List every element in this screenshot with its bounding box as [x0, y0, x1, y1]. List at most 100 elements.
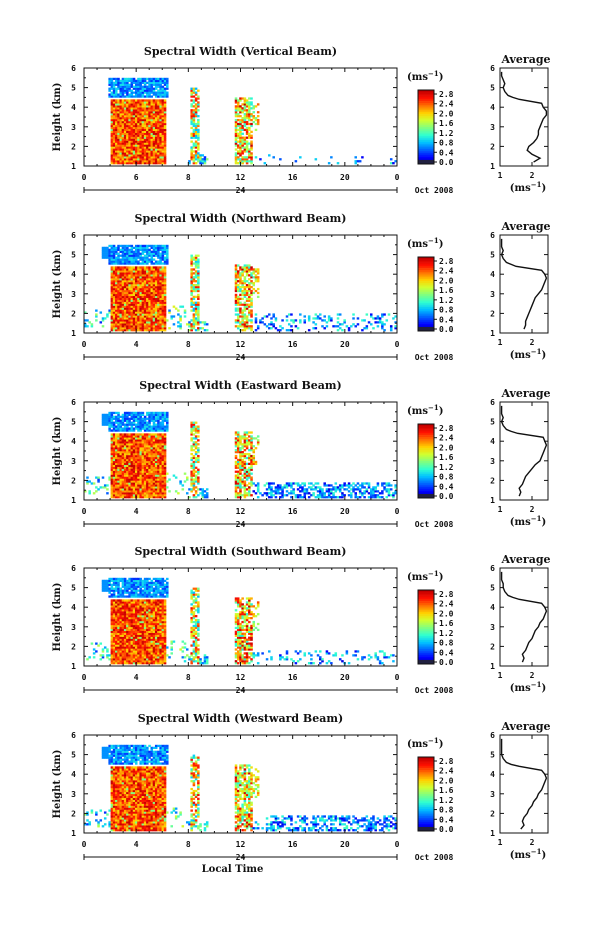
- heatmap-cell: [119, 160, 122, 163]
- heatmap-cell: [134, 87, 138, 90]
- heatmap-cell: [141, 488, 145, 491]
- heatmap-cell: [159, 128, 162, 132]
- profile-x-tick-label: 2: [530, 171, 535, 180]
- heatmap-cell: [236, 327, 240, 330]
- heatmap-cell: [197, 321, 200, 324]
- heatmap-cell: [234, 148, 238, 151]
- heatmap-cell: [148, 152, 151, 155]
- heatmap-cell: [110, 144, 114, 147]
- heatmap-cell: [250, 293, 253, 297]
- heatmap-cell: [150, 270, 154, 273]
- heatmap-cell: [154, 270, 158, 273]
- heatmap-cell: [130, 101, 134, 104]
- heatmap-cell: [141, 472, 145, 475]
- heatmap-cell: [343, 319, 346, 322]
- heatmap-cell: [239, 309, 242, 312]
- heatmap-cell: [163, 117, 167, 120]
- heatmap-cell: [163, 325, 167, 328]
- heatmap-cell: [154, 435, 158, 438]
- heatmap-cell: [126, 327, 129, 330]
- heatmap-cell: [143, 282, 147, 285]
- heatmap-cell: [150, 319, 154, 322]
- heatmap-cell: [132, 447, 136, 450]
- heatmap-cell: [130, 451, 134, 454]
- heatmap-cell: [143, 138, 147, 141]
- heatmap-cell: [159, 476, 162, 479]
- heatmap-cell: [117, 319, 120, 322]
- heatmap-cell: [134, 451, 138, 454]
- heatmap-cell: [152, 258, 156, 261]
- heatmap-cell: [254, 460, 258, 464]
- heatmap-cell: [112, 282, 116, 285]
- heatmap-cell: [108, 419, 111, 422]
- heatmap-cell: [148, 252, 151, 255]
- heatmap-cell: [389, 327, 393, 330]
- heatmap-cell: [154, 439, 158, 442]
- heatmap-cell: [159, 451, 162, 454]
- heatmap-cell: [143, 425, 147, 428]
- heatmap-cell: [154, 309, 158, 312]
- heatmap-cell: [248, 156, 251, 159]
- heatmap-cell: [159, 254, 162, 257]
- heatmap-cell: [245, 472, 249, 475]
- heatmap-cell: [203, 156, 207, 159]
- heatmap-cell: [150, 252, 154, 255]
- heatmap-cell: [112, 466, 116, 469]
- heatmap-cell: [101, 317, 105, 320]
- heatmap-cell: [154, 124, 158, 128]
- heatmap-cell: [154, 101, 158, 104]
- heatmap-cell: [112, 266, 116, 269]
- heatmap-cell: [312, 327, 315, 330]
- heatmap-cell: [123, 319, 127, 322]
- heatmap-cell: [259, 492, 262, 495]
- heatmap-cell: [192, 158, 196, 161]
- heatmap-cell: [117, 327, 120, 330]
- heatmap-cell: [159, 425, 162, 428]
- heatmap-cell: [161, 472, 165, 475]
- heatmap-cell: [112, 427, 116, 430]
- colorbar-tick-label: 0.4: [439, 148, 454, 157]
- heatmap-cell: [146, 280, 149, 283]
- heatmap-cell: [126, 293, 129, 297]
- heatmap-cell: [197, 329, 200, 332]
- heatmap-cell: [126, 478, 129, 481]
- heatmap-cell: [126, 321, 129, 324]
- heatmap-cell: [192, 134, 196, 137]
- heatmap-cell: [250, 291, 253, 295]
- heatmap-cell: [126, 309, 129, 312]
- heatmap-cell: [168, 311, 171, 314]
- heatmap-cell: [243, 140, 247, 143]
- heatmap-cell: [157, 452, 160, 456]
- heatmap-cell: [185, 476, 189, 479]
- heatmap-cell: [143, 128, 147, 132]
- heatmap-cell: [103, 413, 107, 417]
- heatmap-cell: [194, 254, 198, 257]
- heatmap-cell: [392, 162, 395, 165]
- heatmap-cell: [112, 319, 116, 322]
- heatmap-cell: [141, 323, 145, 326]
- heatmap-cell: [163, 425, 167, 428]
- heatmap-cell: [150, 128, 154, 132]
- heatmap-cell: [250, 301, 253, 304]
- heatmap-cell: [358, 160, 362, 163]
- heatmap-cell: [203, 494, 207, 497]
- heatmap-cell: [108, 252, 111, 255]
- heatmap-cell: [234, 270, 238, 273]
- heatmap-cell: [112, 134, 116, 137]
- heatmap-cell: [197, 478, 200, 481]
- heatmap-cell: [154, 156, 158, 159]
- heatmap-cell: [146, 478, 149, 481]
- heatmap-cell: [245, 103, 249, 106]
- heatmap-cell: [139, 315, 142, 318]
- heatmap-cell: [130, 441, 134, 444]
- heatmap-cell: [161, 423, 165, 426]
- unit-sup: −1: [531, 180, 542, 189]
- heatmap-cell: [141, 447, 145, 450]
- heatmap-cell: [161, 89, 165, 92]
- heatmap-cell: [110, 321, 114, 324]
- heatmap-cell: [150, 285, 154, 289]
- heatmap-cell: [137, 105, 140, 108]
- heatmap-cell: [123, 252, 127, 255]
- heatmap-cell: [128, 460, 131, 464]
- heatmap-cell: [236, 105, 240, 108]
